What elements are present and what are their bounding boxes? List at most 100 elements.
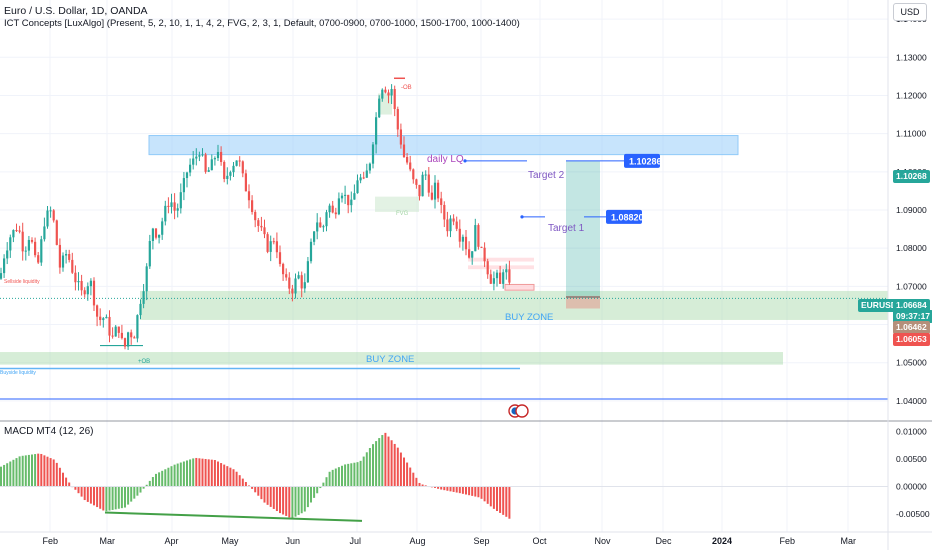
candle: [46, 210, 49, 227]
candle: [505, 269, 508, 273]
indicator-legend[interactable]: ICT Concepts [LuxAlgo] (Present, 5, 2, 1…: [4, 18, 520, 29]
macd-bar: [136, 486, 139, 496]
candle: [440, 198, 443, 205]
macd-bar: [139, 486, 142, 493]
macd-legend[interactable]: MACD MT4 (12, 26): [4, 426, 94, 437]
candle: [480, 246, 483, 248]
candle: [114, 326, 117, 337]
candle: [105, 316, 108, 319]
macd-bar: [390, 440, 393, 487]
candle: [495, 272, 499, 279]
macd-bar: [353, 462, 356, 487]
candle: [474, 225, 477, 252]
candle: [161, 221, 164, 235]
macd-bar: [114, 486, 117, 510]
macd-bar: [37, 453, 40, 487]
macd-bar: [217, 461, 219, 487]
candle: [452, 218, 455, 222]
divergence-line: [104, 511, 363, 522]
candle: [309, 241, 313, 262]
macd-bar: [120, 486, 123, 509]
candle: [430, 192, 433, 200]
candle: [375, 117, 378, 145]
macd-bar: [443, 486, 446, 491]
candle: [347, 194, 350, 206]
candle: [77, 280, 80, 283]
countdown-tag: 09:37:17: [893, 310, 932, 323]
time-label: Jul: [350, 536, 362, 546]
macd-bar: [142, 486, 145, 489]
candle: [80, 280, 83, 291]
zone-0: [148, 135, 739, 156]
currency-button[interactable]: USD: [893, 3, 927, 21]
candle: [458, 228, 461, 242]
candle: [111, 335, 114, 337]
candle: [164, 205, 167, 222]
time-label: Mar: [841, 536, 857, 546]
candle: [306, 261, 309, 283]
candle: [68, 254, 71, 260]
macd-bar: [201, 458, 204, 487]
candle: [344, 194, 347, 196]
macd-bar: [480, 486, 483, 499]
candle: [319, 222, 322, 228]
macd-bar: [235, 471, 238, 487]
candle: [43, 226, 46, 240]
price-tick: 1.11000: [896, 129, 926, 139]
macd-bar: [365, 452, 368, 487]
candle: [198, 155, 201, 157]
macd-bar: [409, 467, 412, 487]
candle: [291, 288, 294, 294]
macd-bar: [406, 462, 409, 487]
macd-bar: [412, 472, 415, 487]
macd-bar: [27, 454, 30, 487]
macd-bar: [372, 444, 374, 487]
candle: [201, 154, 204, 156]
candle: [288, 277, 291, 289]
candle: [133, 337, 136, 339]
time-label: Oct: [533, 536, 548, 546]
candle: [477, 225, 480, 247]
price-tick: 1.04000: [896, 396, 927, 406]
time-label: May: [222, 536, 240, 546]
macd-bar: [86, 486, 89, 502]
candle: [96, 305, 99, 317]
candle: [86, 286, 89, 295]
macd-bar: [328, 471, 331, 487]
macd-bar: [288, 486, 291, 518]
macd-tick: 0.00000: [896, 482, 927, 492]
time-label: Feb: [43, 536, 59, 546]
price-tick: 1.13000: [896, 52, 927, 62]
macd-bar: [155, 473, 157, 487]
candle: [120, 332, 123, 339]
candle: [12, 230, 15, 238]
macd-bar: [347, 463, 350, 487]
macd-bar: [334, 468, 337, 487]
macd-bar: [437, 486, 440, 489]
symbol-title[interactable]: Euro / U.S. Dollar, 1D, OANDA: [4, 5, 148, 17]
buyside-label: Buyside liquidity: [0, 370, 36, 376]
candle: [145, 266, 148, 292]
macd-bar: [434, 486, 436, 488]
macd-bar: [96, 486, 99, 508]
macd-bar: [195, 457, 198, 487]
candle: [18, 230, 21, 232]
target1-value: 1.08820: [611, 212, 644, 222]
time-label: Nov: [595, 536, 612, 546]
candle: [350, 199, 353, 206]
price-tag-1: 1.06462: [893, 321, 930, 334]
time-label: Mar: [100, 536, 116, 546]
candles: [0, 84, 511, 350]
target2-dot: [463, 159, 467, 163]
candle: [6, 250, 9, 259]
macd-bar: [170, 466, 173, 487]
candle: [204, 154, 207, 172]
ob-top-label: -OB: [401, 85, 412, 91]
macd-bar: [232, 469, 235, 487]
macd-bar: [446, 486, 449, 491]
macd-bar: [176, 463, 179, 487]
macd-bar: [319, 486, 322, 489]
candle: [387, 92, 390, 96]
